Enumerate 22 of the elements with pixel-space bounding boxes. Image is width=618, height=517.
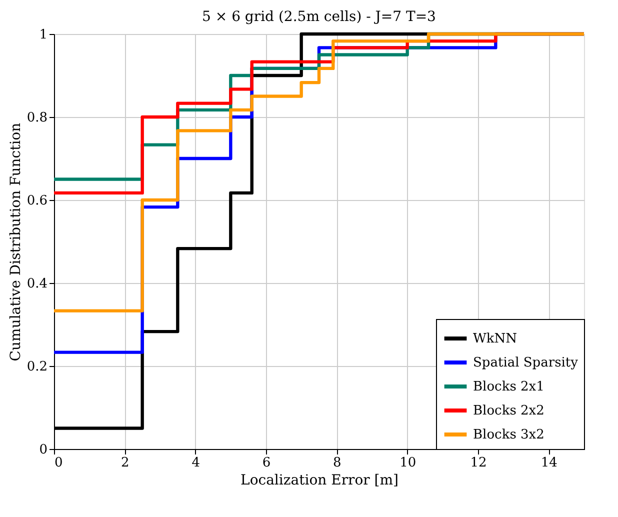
legend-label: Blocks 2x1 [473, 380, 544, 394]
x-tick-label: 4 [192, 456, 200, 470]
x-tick-label: 2 [121, 456, 130, 470]
y-axis-title: Cumulative Distribution Function [8, 122, 24, 362]
x-tick-label: 12 [470, 456, 487, 470]
y-tick-label: 1 [39, 28, 48, 42]
x-axis-title: Localization Error [m] [240, 472, 398, 488]
y-tick-label: 0 [39, 442, 48, 458]
y-tick-label: 0.6 [26, 194, 48, 208]
x-tick-label: 8 [333, 456, 342, 470]
y-tick-label: 0.8 [26, 110, 48, 126]
y-tick-label: 0.4 [26, 276, 48, 292]
x-tick-label: 10 [400, 456, 416, 470]
chart-title: 5 × 6 grid (2.5m cells) - J=7 T=3 [202, 9, 436, 25]
legend-label: Blocks 3x2 [473, 428, 544, 442]
x-tick-label: 0 [54, 456, 63, 470]
legend-label: WkNN [473, 332, 517, 346]
legend-label: Spatial Sparsity [473, 356, 579, 370]
x-tick-label: 6 [262, 456, 271, 470]
y-tick-label: 0.2 [26, 360, 48, 374]
x-tick-label: 14 [540, 456, 558, 470]
legend-label: Blocks 2x2 [473, 404, 544, 418]
